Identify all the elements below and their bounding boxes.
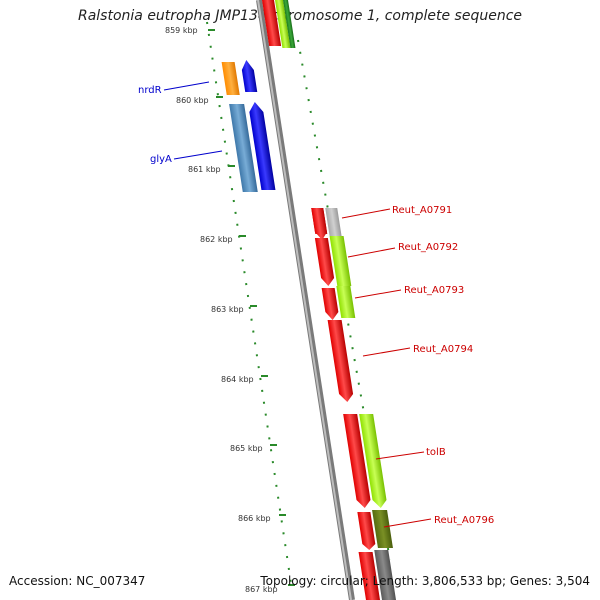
label-leaders — [163, 81, 432, 528]
tick-label: 864 kbp — [221, 375, 254, 384]
gene-features — [221, 0, 397, 600]
map-title: Ralstonia eutropha JMP134 chromosome 1, … — [77, 8, 522, 24]
gene-feature[interactable] — [374, 550, 397, 600]
tick-label: 861 kbp — [188, 165, 221, 174]
gene-feature-glyA-steel[interactable] — [229, 104, 258, 192]
gene-label-reut-a0796[interactable]: Reut_A0796 — [434, 515, 494, 526]
gene-feature[interactable] — [275, 0, 291, 48]
gene-label-reut-a0793[interactable]: Reut_A0793 — [404, 285, 464, 296]
gene-feature[interactable] — [358, 552, 381, 600]
gene-feature-nrdR-orange[interactable] — [221, 62, 240, 95]
gene-feature[interactable] — [283, 0, 296, 48]
tick-label: 862 kbp — [200, 235, 233, 244]
accession-text: Accession: NC_007347 — [9, 574, 146, 588]
gene-feature[interactable] — [327, 320, 355, 402]
gene-feature-tolB[interactable] — [359, 414, 388, 508]
gene-feature[interactable] — [314, 238, 335, 286]
gene-feature[interactable] — [262, 0, 282, 46]
gene-label-reut-a0794[interactable]: Reut_A0794 — [413, 344, 473, 355]
gene-label-reut-a0791[interactable]: Reut_A0791 — [392, 205, 452, 216]
gene-feature-glyA[interactable] — [248, 102, 276, 190]
gene-feature[interactable] — [336, 286, 356, 318]
gene-feature[interactable] — [357, 512, 376, 550]
gene-label-nrdR[interactable]: nrdR — [138, 85, 162, 96]
gene-feature[interactable] — [325, 208, 342, 236]
kbp-ticks: 859 kbp 860 kbp 861 kbp 862 kbp 863 kbp … — [165, 26, 295, 594]
gene-feature[interactable] — [329, 236, 352, 286]
tick-label: 865 kbp — [230, 444, 263, 453]
gene-feature[interactable] — [372, 510, 393, 548]
gene-feature[interactable] — [311, 208, 328, 240]
topology-stats: Topology: circular; Length: 3,806,533 bp… — [260, 574, 590, 588]
tick-label: 863 kbp — [211, 305, 244, 314]
gene-label-reut-a0792[interactable]: Reut_A0792 — [398, 242, 458, 253]
tick-label: 866 kbp — [238, 514, 271, 523]
tick-label: 867 kbp — [245, 585, 278, 594]
chromosome-backbone — [256, 0, 355, 600]
gene-label-tolB[interactable]: tolB — [426, 447, 446, 458]
gene-feature[interactable] — [321, 288, 340, 320]
tick-label: 860 kbp — [176, 96, 209, 105]
tick-label: 859 kbp — [165, 26, 198, 35]
gene-feature[interactable] — [343, 414, 372, 508]
gene-feature-nrdR[interactable] — [240, 60, 258, 92]
gene-labels: nrdR glyA Reut_A0791 Reut_A0792 Reut_A07… — [138, 85, 494, 526]
gene-label-glyA[interactable]: glyA — [150, 154, 172, 165]
